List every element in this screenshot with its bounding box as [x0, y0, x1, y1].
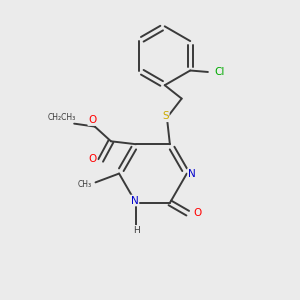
Text: N: N [188, 169, 196, 178]
Text: S: S [162, 111, 169, 121]
Text: CH₂CH₃: CH₂CH₃ [48, 112, 76, 122]
Text: H: H [133, 226, 140, 235]
Text: N: N [131, 196, 138, 206]
Text: O: O [88, 115, 97, 125]
Text: O: O [193, 208, 201, 218]
Text: O: O [88, 154, 97, 164]
Text: CH₃: CH₃ [77, 180, 92, 189]
Text: Cl: Cl [214, 67, 225, 77]
